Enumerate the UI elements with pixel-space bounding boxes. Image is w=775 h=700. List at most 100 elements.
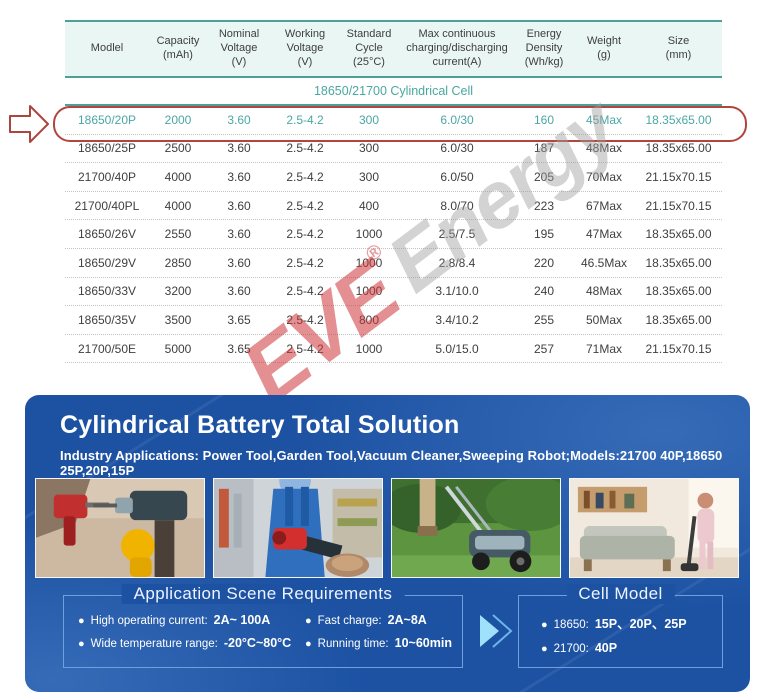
cell-cycle: 1000	[355, 227, 383, 242]
col-header-model: Modlel	[90, 42, 124, 55]
cell-weight: 71Max	[585, 341, 623, 356]
cell-size: 18.35x65.00	[645, 227, 712, 242]
bullet-dot-icon: ●	[541, 643, 548, 655]
cell-working: 2.5-4.2	[286, 112, 324, 127]
cell-model-item: ● 18650: 15P、20P、25P	[541, 613, 716, 632]
play-arrow-icon	[480, 614, 513, 648]
bullet-dot-icon: ●	[78, 638, 85, 650]
cell-density: 223	[533, 198, 555, 213]
cell-capacity: 4000	[164, 169, 192, 184]
power-drill-illustration	[36, 479, 204, 577]
cell-capacity: 4000	[164, 198, 192, 213]
cell-cycle: 1000	[355, 255, 383, 270]
cell-working: 2.5-4.2	[286, 169, 324, 184]
cell-cycle: 1000	[355, 284, 383, 299]
cell-weight: 45Max	[585, 112, 623, 127]
cell-model: 18650/29V	[77, 255, 137, 270]
photo-vacuum-cleaner	[569, 478, 739, 578]
cell-model: 18650/35V	[77, 312, 137, 327]
cell-model-list: ● 18650: 15P、20P、25P ● 21700: 40P	[519, 596, 722, 655]
cell-size: 18.35x65.00	[645, 255, 712, 270]
requirement-value: 2A~8A	[387, 613, 427, 627]
cell-current: 3.4/10.2	[435, 312, 479, 327]
requirement-item: ● Running time: 10~60min	[305, 636, 456, 650]
cell-size: 18.35x65.00	[645, 284, 712, 299]
photo-chainsaw	[213, 478, 383, 578]
cell-current: 6.0/30	[440, 112, 474, 127]
cell-density: 195	[533, 227, 555, 242]
cell-density: 160	[533, 112, 555, 127]
cell-weight: 70Max	[585, 169, 623, 184]
cell-nominal: 3.60	[227, 227, 251, 242]
cell-cycle: 300	[358, 112, 380, 127]
col-header-working-voltage: Working Voltage (V)	[284, 28, 326, 68]
cell-weight: 48Max	[585, 284, 623, 299]
application-requirements-box: Application Scene Requirements ● High op…	[63, 584, 463, 668]
cell-nominal: 3.60	[227, 284, 251, 299]
col-header-capacity: Capacity (mAh)	[156, 35, 200, 61]
cell-density: 257	[533, 341, 555, 356]
cell-model: 18650/33V	[77, 284, 137, 299]
cell-weight: 67Max	[585, 198, 623, 213]
cell-density: 255	[533, 312, 555, 327]
lawn-mower-illustration	[392, 479, 560, 577]
table-row-21700-50E: 21700/50E 5000 3.65 2.5-4.2 1000 5.0/15.…	[65, 335, 722, 364]
cell-working: 2.5-4.2	[286, 198, 324, 213]
cell-capacity: 2500	[164, 141, 192, 156]
cell-model-title: Cell Model	[566, 584, 675, 604]
cell-capacity: 3200	[164, 284, 192, 299]
requirement-value: 10~60min	[394, 636, 452, 650]
bullet-dot-icon: ●	[78, 615, 85, 627]
cell-working: 2.5-4.2	[286, 227, 324, 242]
cell-nominal: 3.60	[227, 141, 251, 156]
cell-cycle: 300	[358, 141, 380, 156]
table-row-18650-26V: 18650/26V 2550 3.60 2.5-4.2 1000 2.5/7.5…	[65, 220, 722, 249]
col-header-max-current: Max continuous charging/discharging curr…	[406, 28, 508, 68]
requirement-value: 2A~ 100A	[213, 613, 271, 627]
col-header-weight: Weight (g)	[586, 35, 622, 61]
cell-capacity: 3500	[164, 312, 192, 327]
table-row-18650-35V: 18650/35V 3500 3.65 2.5-4.2 800 3.4/10.2…	[65, 306, 722, 335]
cell-size: 18.35x65.00	[645, 312, 712, 327]
table-row-21700-40P: 21700/40P 4000 3.60 2.5-4.2 300 6.0/50 2…	[65, 163, 722, 192]
cell-model-box: Cell Model ● 18650: 15P、20P、25P ● 21700:…	[518, 584, 723, 668]
cell-weight: 47Max	[585, 227, 623, 242]
cell-capacity: 2550	[164, 227, 192, 242]
col-header-nominal-voltage: Nominal Voltage (V)	[218, 28, 260, 68]
vacuum-cleaner-illustration	[570, 479, 738, 577]
cell-weight: 46.5Max	[580, 255, 628, 270]
col-header-energy-density: Energy Density (Wh/kg)	[524, 28, 564, 68]
table-header-row: Modlel Capacity (mAh) Nominal Voltage (V…	[65, 20, 722, 78]
cell-nominal: 3.60	[227, 112, 251, 127]
banner-title: Cylindrical Battery Total Solution	[60, 411, 460, 439]
bullet-dot-icon: ●	[541, 619, 548, 631]
cell-weight: 50Max	[585, 312, 623, 327]
cell-working: 2.5-4.2	[286, 284, 324, 299]
cell-cycle: 800	[358, 312, 380, 327]
cell-nominal: 3.60	[227, 169, 251, 184]
cell-size: 21.15x70.15	[645, 169, 712, 184]
cell-model: 21700/50E	[77, 341, 137, 356]
cell-model: 21700/40P	[77, 169, 137, 184]
requirement-item: ● High operating current: 2A~ 100A	[78, 613, 305, 627]
battery-spec-table: Modlel Capacity (mAh) Nominal Voltage (V…	[53, 20, 747, 364]
cell-density: 205	[533, 169, 555, 184]
table-row-18650-20P: 18650/20P 2000 3.60 2.5-4.2 300 6.0/30 1…	[65, 106, 722, 135]
table-row-18650-33V: 18650/33V 3200 3.60 2.5-4.2 1000 3.1/10.…	[65, 278, 722, 307]
cell-model-value: 40P	[594, 641, 618, 655]
requirement-value: -20°C~80°C	[223, 636, 292, 650]
cell-capacity: 2850	[164, 255, 192, 270]
chainsaw-illustration	[214, 479, 382, 577]
cell-nominal: 3.65	[227, 341, 251, 356]
promo-banner: Cylindrical Battery Total Solution Indus…	[25, 395, 750, 692]
cell-size: 21.15x70.15	[645, 198, 712, 213]
cell-nominal: 3.60	[227, 198, 251, 213]
cell-size: 21.15x70.15	[645, 341, 712, 356]
cell-model-label: 21700:	[553, 643, 589, 655]
cell-cycle: 1000	[355, 341, 383, 356]
cell-model-item: ● 21700: 40P	[541, 641, 716, 655]
requirement-item: ● Wide temperature range: -20°C~80°C	[78, 636, 305, 650]
cell-density: 187	[533, 141, 555, 156]
cell-current: 6.0/30	[440, 141, 474, 156]
